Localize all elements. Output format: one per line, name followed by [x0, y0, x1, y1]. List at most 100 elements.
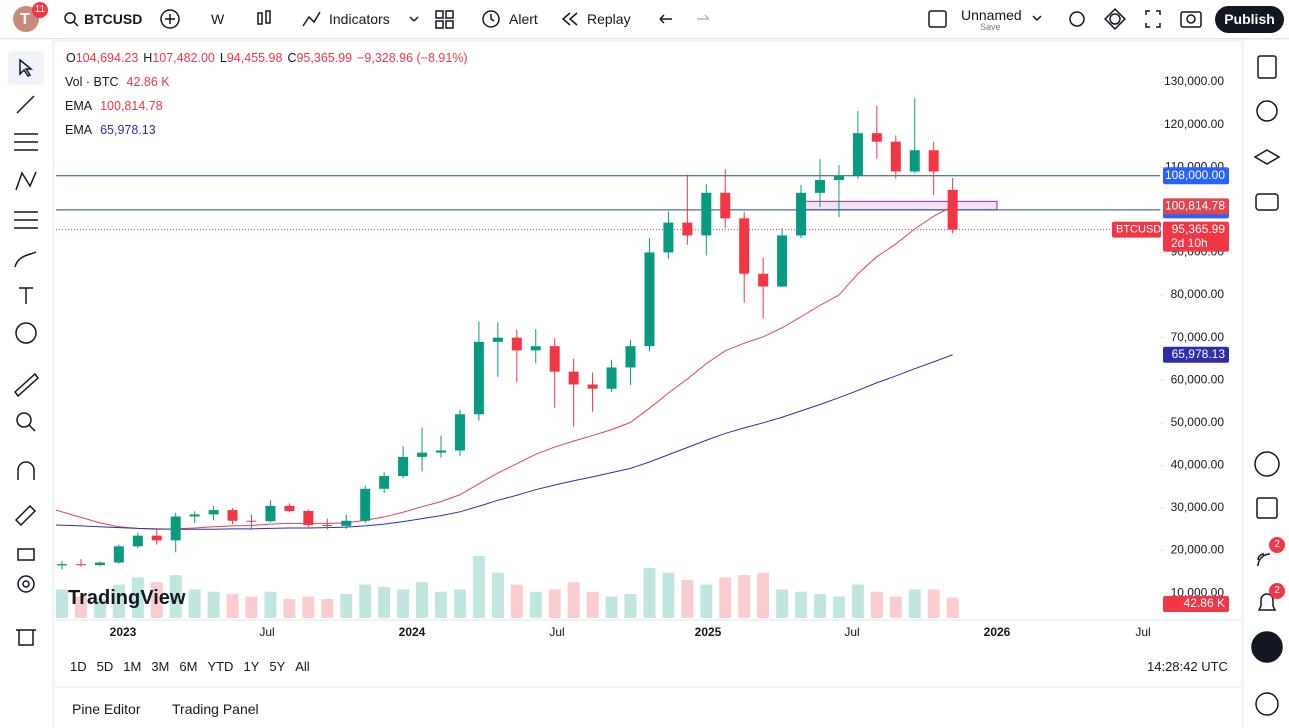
- interval[interactable]: W: [211, 11, 225, 27]
- volume-bar: [700, 584, 713, 618]
- watermark: TradingView: [68, 587, 186, 609]
- ema-label-box: [1163, 346, 1229, 363]
- volume-bar: [870, 591, 883, 618]
- volume-bar: [814, 594, 826, 618]
- indicator-row[interactable]: Vol · BTC 42.86 K: [65, 75, 170, 99]
- candle-body: [796, 192, 807, 236]
- symbol-tag: BTCUSD: [1116, 223, 1161, 235]
- ema-label: 100,814.78: [1165, 199, 1225, 213]
- price-line-label-box: [1163, 167, 1229, 185]
- candle-body: [720, 192, 731, 219]
- candle-body: [284, 505, 295, 511]
- ema-label-box: [1163, 198, 1229, 215]
- range-button[interactable]: 1Y: [243, 659, 260, 674]
- candle-body: [132, 535, 143, 547]
- candle-body: [75, 564, 86, 566]
- range-button[interactable]: YTD: [207, 659, 234, 674]
- x-tick-label: Jul: [549, 625, 564, 639]
- volume-bar: [283, 598, 296, 618]
- candle-body: [417, 452, 428, 457]
- notification-badge: 11: [32, 2, 48, 18]
- volume-bar: [453, 589, 466, 618]
- footer-tab[interactable]: Pine Editor: [72, 701, 141, 717]
- volume-bar: [681, 579, 694, 618]
- volume-bar: [795, 591, 808, 618]
- indicator-name: EMA: [65, 99, 93, 113]
- volume-bar: [340, 594, 353, 618]
- volume-bar: [605, 596, 618, 618]
- volume-bar: [131, 577, 144, 618]
- indicator-row[interactable]: EMA 100,814.78: [65, 99, 170, 123]
- replay-button[interactable]: Replay: [587, 11, 631, 27]
- range-button[interactable]: All: [295, 659, 310, 674]
- volume-bar: [908, 589, 921, 618]
- indicator-row[interactable]: EMA 65,978.13: [65, 123, 170, 147]
- volume-bar: [397, 589, 410, 618]
- candle-body: [208, 510, 219, 515]
- right-sidebar: [1244, 40, 1289, 728]
- range-button[interactable]: 5D: [96, 659, 114, 674]
- range-button[interactable]: 5Y: [269, 659, 286, 674]
- range-button[interactable]: 1D: [70, 659, 87, 674]
- candle-body: [928, 150, 939, 172]
- last-price-box: [1163, 221, 1229, 252]
- candle-body: [890, 141, 901, 172]
- volume-bar: [738, 575, 751, 618]
- alert-button[interactable]: Alert: [509, 11, 538, 27]
- top-toolbar: [0, 0, 1289, 39]
- volume-bar: [188, 589, 201, 618]
- zone: [804, 200, 998, 211]
- candle-body: [909, 150, 920, 172]
- footer-tab[interactable]: Trading Panel: [172, 701, 259, 717]
- change: −9,328.96 (−8.91%): [357, 51, 468, 65]
- volume-bar: [226, 594, 239, 618]
- x-tick-label: 2024: [399, 625, 426, 639]
- candle-body: [530, 346, 541, 351]
- candle-body: [360, 488, 371, 521]
- drawing-toolbar: [0, 40, 52, 728]
- layout-name[interactable]: Unnamed: [961, 7, 1022, 23]
- clock: 14:28:42 UTC: [1147, 659, 1228, 674]
- candle-body: [777, 235, 788, 287]
- indicator-value: 65,978.13: [100, 123, 156, 137]
- candle-body: [113, 546, 124, 563]
- candle-body: [436, 450, 446, 453]
- candle-body: [758, 273, 769, 287]
- publish-button[interactable]: Publish: [1215, 6, 1284, 33]
- candle-body: [663, 222, 674, 253]
- symbol-search[interactable]: BTCUSD: [84, 11, 143, 27]
- candle-body: [587, 384, 598, 389]
- candle-body: [492, 337, 503, 342]
- volume-bar: [245, 596, 258, 618]
- volume-bar: [510, 584, 523, 618]
- volume-bar: [851, 584, 864, 618]
- indicator-legend: Vol · BTC 42.86 K EMA 100,814.78 EMA 65,978.1…: [65, 75, 170, 147]
- candle-body: [398, 456, 409, 477]
- volume-bar: [662, 572, 675, 618]
- candle-body: [947, 189, 958, 230]
- range-button[interactable]: 1M: [123, 659, 142, 674]
- plot-area: 10,000.00 20,000.00 30,000.00 40,000.00 50,0…: [55, 74, 1241, 639]
- range-button[interactable]: 3M: [151, 659, 170, 674]
- y-tick-label: 10,000.00: [1171, 585, 1225, 599]
- volume-bar: [321, 598, 334, 618]
- ohlc-key: L: [219, 51, 227, 65]
- volume-bar: [359, 584, 372, 618]
- range-button[interactable]: 6M: [179, 659, 198, 674]
- volume-label-box: [1163, 596, 1229, 612]
- avatar[interactable]: T: [20, 11, 30, 28]
- ema-line: [55, 205, 953, 530]
- volume-bar: [435, 591, 447, 618]
- candle-body: [57, 564, 67, 566]
- footer-panel: [55, 688, 1241, 728]
- ohlc-value: 107,482.00: [152, 51, 215, 65]
- y-tick-label: 40,000.00: [1171, 458, 1225, 472]
- volume-bar: [757, 572, 770, 618]
- ohlc-key: O: [66, 51, 76, 65]
- volume-bar: [529, 591, 542, 618]
- volume-bar: [586, 591, 599, 618]
- indicators-button[interactable]: Indicators: [329, 11, 390, 27]
- ema-line: [55, 354, 953, 530]
- ohlc-value: 95,365.99: [296, 51, 353, 65]
